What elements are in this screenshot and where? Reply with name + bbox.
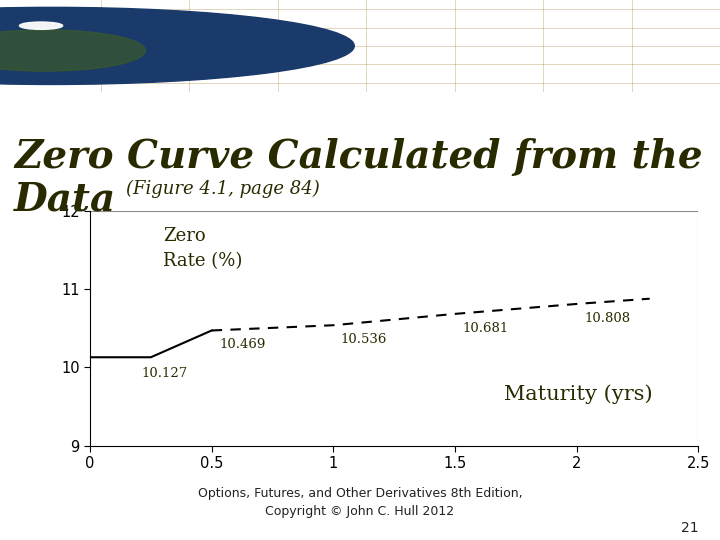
Ellipse shape bbox=[0, 30, 145, 71]
Text: 10.536: 10.536 bbox=[341, 333, 387, 346]
Text: Options, Futures, and Other Derivatives 8th Edition,: Options, Futures, and Other Derivatives … bbox=[198, 487, 522, 500]
Text: Maturity (yrs): Maturity (yrs) bbox=[504, 384, 652, 404]
Text: 10.681: 10.681 bbox=[462, 322, 508, 335]
Text: 10.469: 10.469 bbox=[219, 338, 266, 352]
Text: 10.127: 10.127 bbox=[141, 367, 187, 380]
Text: Zero
Rate (%): Zero Rate (%) bbox=[163, 227, 243, 270]
Text: Zero Curve Calculated from the: Zero Curve Calculated from the bbox=[14, 138, 703, 176]
Ellipse shape bbox=[19, 22, 63, 29]
Circle shape bbox=[0, 8, 354, 84]
Text: Data: Data bbox=[14, 181, 117, 219]
Text: (Figure 4.1, page 84): (Figure 4.1, page 84) bbox=[126, 179, 320, 198]
Text: 10.808: 10.808 bbox=[584, 312, 630, 325]
Text: Copyright © John C. Hull 2012: Copyright © John C. Hull 2012 bbox=[266, 505, 454, 518]
Text: 21: 21 bbox=[681, 521, 698, 535]
